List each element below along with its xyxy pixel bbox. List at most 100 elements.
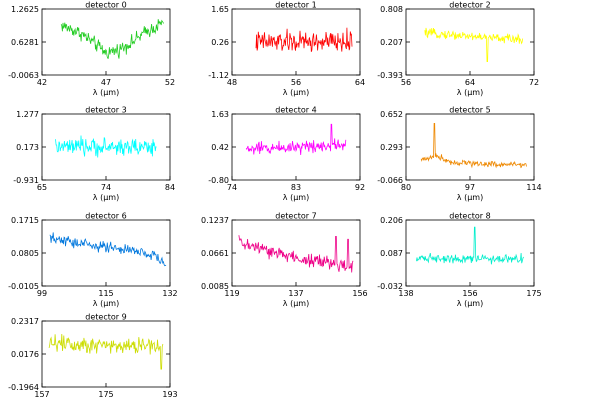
series-line bbox=[416, 226, 524, 265]
chart-title: detector 7 bbox=[275, 212, 316, 221]
x-tick-label: 119 bbox=[224, 289, 239, 298]
chart-title: detector 4 bbox=[275, 106, 316, 115]
x-tick-label: 47 bbox=[101, 78, 111, 87]
x-tick-label: 84 bbox=[165, 183, 175, 192]
y-tick-label: 0.808 bbox=[380, 5, 403, 14]
x-tick-label: 99 bbox=[37, 289, 47, 298]
x-tick-label: 56 bbox=[291, 78, 301, 87]
x-tick-label: 115 bbox=[98, 289, 113, 298]
y-tick-label: -0.032 bbox=[377, 282, 403, 291]
y-tick-label: 0.1715 bbox=[11, 216, 39, 225]
y-tick-label: 1.65 bbox=[211, 5, 229, 14]
x-axis-label: λ (μm) bbox=[457, 299, 483, 308]
x-tick-label: 65 bbox=[37, 183, 47, 192]
x-tick-label: 92 bbox=[355, 183, 365, 192]
y-tick-label: -0.0063 bbox=[8, 71, 39, 80]
chart-title: detector 6 bbox=[85, 212, 126, 221]
y-tick-label: -0.393 bbox=[377, 71, 403, 80]
x-tick-label: 137 bbox=[288, 289, 303, 298]
y-tick-label: 0.0661 bbox=[201, 249, 229, 258]
y-tick-label: 1.277 bbox=[16, 110, 39, 119]
plot-frame bbox=[41, 8, 171, 76]
x-axis-label: λ (μm) bbox=[283, 88, 309, 97]
plot-frame bbox=[405, 8, 535, 76]
y-tick-label: 0.652 bbox=[380, 110, 403, 119]
y-tick-label: -1.12 bbox=[208, 71, 229, 80]
y-tick-label: 0.0805 bbox=[11, 249, 39, 258]
plot-frame bbox=[41, 320, 171, 388]
series-line bbox=[55, 135, 157, 158]
chart-title: detector 3 bbox=[85, 106, 126, 115]
y-tick-label: 0.207 bbox=[380, 38, 403, 47]
series-line bbox=[48, 333, 164, 370]
x-axis-label: λ (μm) bbox=[93, 193, 119, 202]
x-tick-label: 83 bbox=[291, 183, 301, 192]
x-tick-label: 156 bbox=[462, 289, 477, 298]
x-axis-label: λ (μm) bbox=[93, 88, 119, 97]
chart-title: detector 8 bbox=[449, 212, 490, 221]
x-tick-label: 52 bbox=[165, 78, 175, 87]
series-line bbox=[420, 123, 527, 169]
chart-title: detector 2 bbox=[449, 1, 490, 10]
y-tick-label: 0.42 bbox=[211, 143, 229, 152]
y-tick-label: -0.066 bbox=[377, 176, 403, 185]
y-tick-label: 0.6281 bbox=[11, 38, 39, 47]
x-tick-label: 74 bbox=[227, 183, 237, 192]
x-tick-label: 138 bbox=[398, 289, 413, 298]
x-tick-label: 64 bbox=[355, 78, 365, 87]
y-tick-label: 0.26 bbox=[211, 38, 229, 47]
chart-title: detector 5 bbox=[449, 106, 490, 115]
y-tick-label: 0.1237 bbox=[201, 216, 229, 225]
chart-title: detector 9 bbox=[85, 313, 126, 322]
x-tick-label: 48 bbox=[227, 78, 237, 87]
x-tick-label: 157 bbox=[34, 390, 49, 399]
plot-frame bbox=[41, 219, 171, 287]
x-tick-label: 114 bbox=[526, 183, 541, 192]
chart-panel: detector 90.23170.0176-0.1964157175193λ … bbox=[8, 313, 178, 400]
x-tick-label: 175 bbox=[526, 289, 541, 298]
y-tick-label: 0.0085 bbox=[201, 282, 229, 291]
y-tick-label: -0.0105 bbox=[8, 282, 39, 291]
x-axis-label: λ (μm) bbox=[283, 299, 309, 308]
y-tick-label: -0.1964 bbox=[8, 383, 39, 392]
x-tick-label: 74 bbox=[101, 183, 111, 192]
chart-title: detector 0 bbox=[85, 1, 126, 10]
x-tick-label: 56 bbox=[401, 78, 411, 87]
x-tick-label: 175 bbox=[98, 390, 113, 399]
x-tick-label: 80 bbox=[401, 183, 411, 192]
series-line bbox=[60, 19, 164, 60]
y-tick-label: -0.80 bbox=[208, 176, 229, 185]
x-axis-label: λ (μm) bbox=[93, 299, 119, 308]
x-tick-label: 132 bbox=[162, 289, 177, 298]
x-tick-label: 193 bbox=[162, 390, 177, 399]
y-tick-label: 0.206 bbox=[380, 216, 403, 225]
series-line bbox=[49, 232, 167, 267]
y-tick-label: 0.087 bbox=[380, 249, 403, 258]
x-tick-label: 72 bbox=[529, 78, 539, 87]
series-line bbox=[245, 123, 347, 156]
series-line bbox=[424, 27, 524, 62]
y-tick-label: -0.931 bbox=[13, 176, 39, 185]
y-tick-label: 0.173 bbox=[16, 143, 39, 152]
x-axis-label: λ (μm) bbox=[283, 193, 309, 202]
series-line bbox=[238, 235, 354, 273]
x-axis-label: λ (μm) bbox=[457, 193, 483, 202]
x-tick-label: 156 bbox=[352, 289, 367, 298]
y-tick-label: 1.2625 bbox=[11, 5, 39, 14]
y-tick-label: 0.293 bbox=[380, 143, 403, 152]
x-tick-label: 64 bbox=[465, 78, 475, 87]
plot-frame bbox=[405, 113, 535, 181]
x-axis-label: λ (μm) bbox=[457, 88, 483, 97]
y-tick-label: 0.0176 bbox=[11, 350, 39, 359]
plot-frame bbox=[405, 219, 535, 287]
